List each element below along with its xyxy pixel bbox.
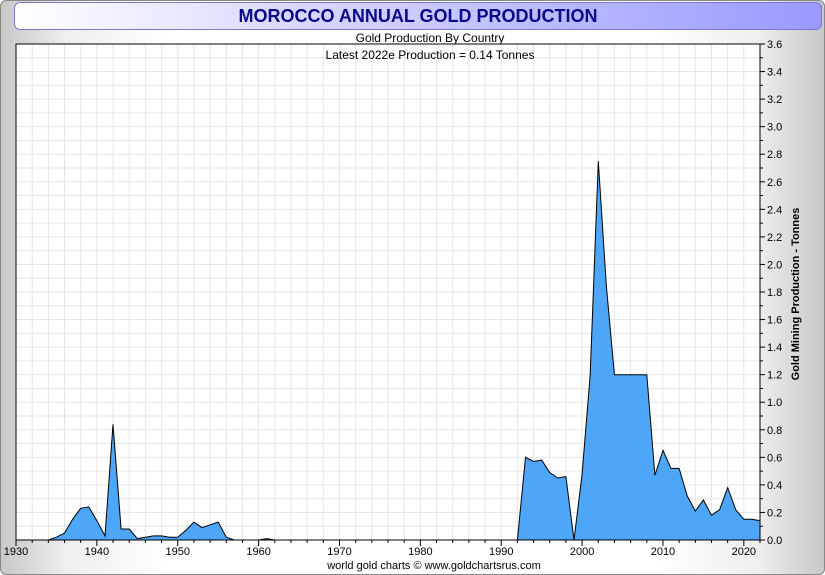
x-tick-label: 2020 — [732, 546, 756, 558]
y-tick-label: 2.6 — [767, 177, 782, 189]
y-tick-label: 2.2 — [767, 232, 782, 244]
x-tick-label: 2000 — [570, 546, 594, 558]
y-tick-label: 0.6 — [767, 452, 782, 464]
y-tick-label: 2.8 — [767, 149, 782, 161]
y-tick-label: 2.4 — [767, 204, 782, 216]
y-tick-label: 3.2 — [767, 94, 782, 106]
y-tick-label: 1.4 — [767, 342, 782, 354]
y-tick-label: 2.0 — [767, 259, 782, 271]
x-tick-label: 1950 — [165, 546, 189, 558]
y-tick-label: 3.4 — [767, 67, 782, 79]
y-tick-label: 1.0 — [767, 397, 782, 409]
y-tick-label: 1.2 — [767, 370, 782, 382]
x-tick-label: 1940 — [85, 546, 109, 558]
x-tick-label: 2010 — [651, 546, 675, 558]
chart-title: MOROCCO ANNUAL GOLD PRODUCTION — [14, 2, 822, 30]
x-tick-label: 1970 — [327, 546, 351, 558]
y-tick-label: 0.2 — [767, 507, 782, 519]
y-tick-label: 0.8 — [767, 425, 782, 437]
y-tick-label: 1.8 — [767, 287, 782, 299]
chart-footer: world gold charts © www.goldchartsrus.co… — [326, 560, 541, 572]
y-axis: 0.0 0.2 0.4 0.6 0.8 1.0 1.2 1.4 1.6 1.8 2.0 2.2 2.4 2… — [760, 39, 782, 547]
chart-annotation: Latest 2022e Production = 0.14 Tonnes — [326, 48, 535, 62]
y-tick-label: 3.0 — [767, 122, 782, 134]
y-tick-label: 1.6 — [767, 315, 782, 327]
y-tick-label: 0.4 — [767, 480, 782, 492]
y-axis-label: Gold Mining Production - Tonnes — [790, 208, 802, 381]
y-tick-label: 3.6 — [767, 39, 782, 51]
x-tick-label: 1960 — [246, 546, 270, 558]
x-tick-label: 1930 — [4, 546, 28, 558]
chart-subtitle: Gold Production By Country — [356, 31, 505, 45]
x-tick-label: 1990 — [489, 546, 513, 558]
x-axis: 1930 1940 1950 1960 1970 1980 1990 2000 2010 2020 — [4, 540, 761, 558]
x-tick-label: 1980 — [408, 546, 432, 558]
y-tick-label: 0.0 — [767, 535, 782, 547]
